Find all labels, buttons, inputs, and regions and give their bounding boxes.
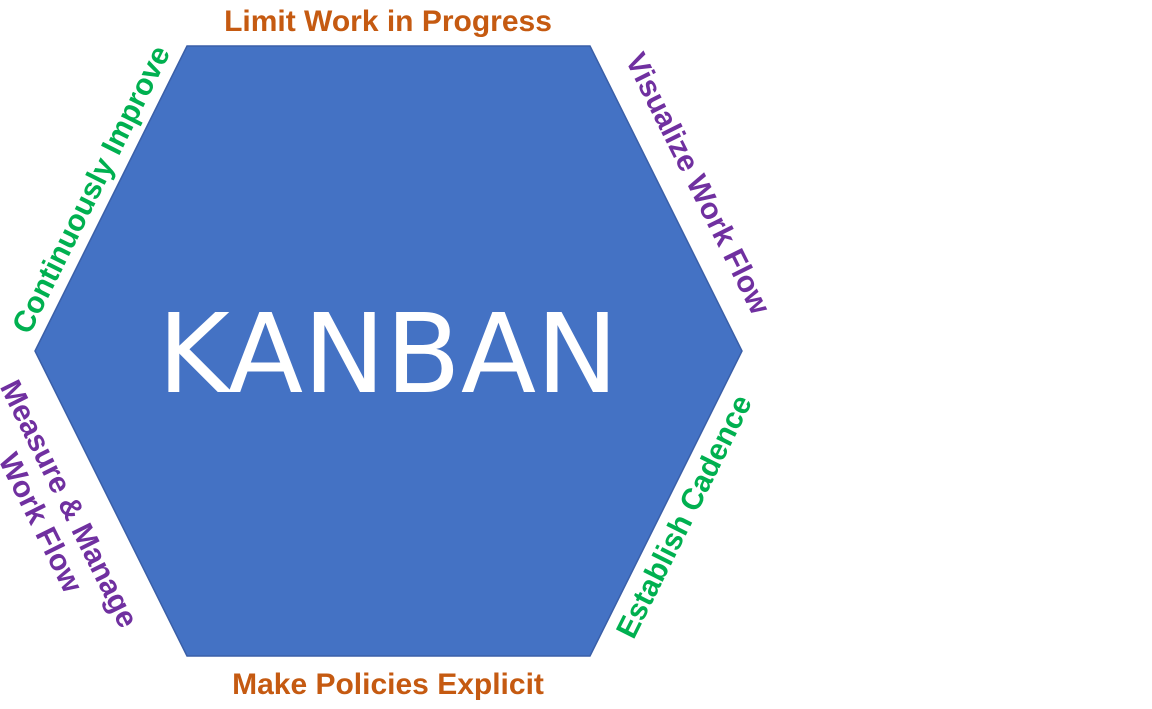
label-bottom: Make Policies Explicit [232,668,544,701]
label-top: Limit Work in Progress [224,5,552,38]
kanban-hexagon [34,45,743,657]
center-title: KANBAN [158,290,619,418]
